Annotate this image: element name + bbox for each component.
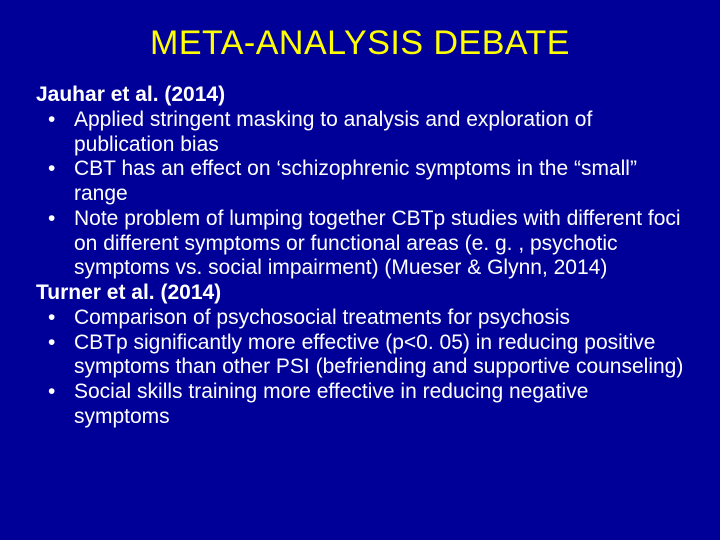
slide-title: META-ANALYSIS DEBATE [36,24,684,63]
slide-body: Jauhar et al. (2014) Applied stringent m… [36,83,684,430]
section-heading: Turner et al. (2014) [36,281,684,306]
bullet-list: Comparison of psychosocial treatments fo… [36,306,684,430]
bullet-item: Comparison of psychosocial treatments fo… [36,306,684,331]
section-heading: Jauhar et al. (2014) [36,83,684,108]
bullet-item: CBT has an effect on ‘schizophrenic symp… [36,157,684,207]
bullet-item: Note problem of lumping together CBTp st… [36,207,684,281]
bullet-item: Applied stringent masking to analysis an… [36,108,684,158]
bullet-list: Applied stringent masking to analysis an… [36,108,684,281]
bullet-item: CBTp significantly more effective (p<0. … [36,331,684,381]
bullet-item: Social skills training more effective in… [36,380,684,430]
